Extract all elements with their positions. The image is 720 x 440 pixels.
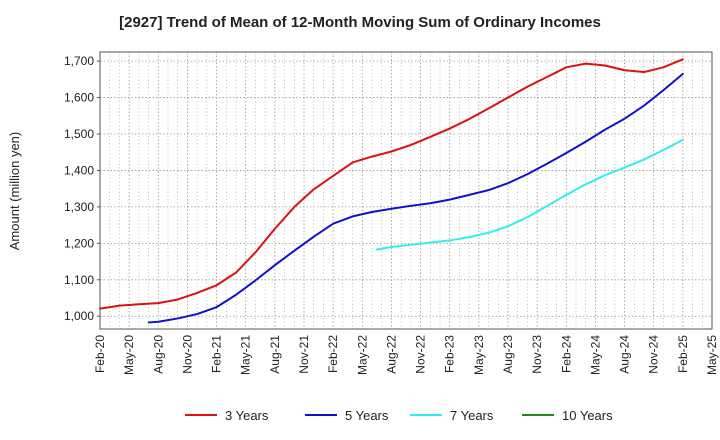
x-tick-label: May-25 — [705, 335, 719, 375]
y-tick-label: 1,300 — [64, 200, 94, 214]
x-tick-label: Nov-21 — [297, 335, 311, 374]
grid-layer — [99, 52, 713, 329]
y-tick-label: 1,600 — [64, 91, 94, 105]
x-tick-label: Aug-23 — [501, 335, 515, 374]
x-tick-label: Feb-21 — [210, 335, 224, 373]
x-tick-labels: Feb-20 May-20 Aug-20 Nov-20 Feb-21 May-21 Aug-… — [93, 335, 719, 375]
x-tick-label: Aug-20 — [151, 335, 165, 374]
series-line-3-years — [99, 58, 684, 310]
x-tick-label: May-23 — [472, 335, 486, 375]
x-tick-label: Feb-25 — [676, 335, 690, 373]
y-tick-label: 1,100 — [64, 273, 94, 287]
y-tick-label: 1,500 — [64, 127, 94, 141]
plot-background — [100, 52, 712, 329]
x-tick-label: Feb-23 — [443, 335, 457, 373]
series-line-5-years — [147, 72, 684, 324]
chart-title: [2927] Trend of Mean of 12-Month Moving … — [119, 14, 601, 31]
x-tick-label: Feb-20 — [93, 335, 107, 373]
x-tick-label: Aug-24 — [618, 335, 632, 374]
y-tick-label: 1,400 — [64, 163, 94, 177]
legend-label: 10 Years — [562, 408, 613, 423]
y-tick-label: 1,000 — [64, 309, 94, 323]
legend-label: 3 Years — [225, 408, 269, 423]
x-tick-label: Aug-22 — [384, 335, 398, 374]
x-tick-label: May-20 — [122, 335, 136, 375]
plot-frame — [99, 51, 713, 330]
x-tick-label: Nov-22 — [414, 335, 428, 374]
x-tick-label: Aug-21 — [268, 335, 282, 374]
series-line-7-years — [375, 138, 684, 251]
x-tick-label: Nov-23 — [530, 335, 544, 374]
y-axis-label: Amount (million yen) — [7, 132, 22, 251]
legend-label: 5 Years — [345, 408, 389, 423]
legend: 3 Years 5 Years 7 Years 10 Years — [185, 408, 613, 423]
x-tick-label: Feb-22 — [326, 335, 340, 373]
x-tick-label: Feb-24 — [559, 335, 573, 373]
y-tick-labels: 1,000 1,100 1,200 1,300 1,400 1,500 1,600 1,700 — [64, 54, 100, 323]
x-tick-label: Nov-20 — [180, 335, 194, 374]
x-tick-label: May-24 — [588, 335, 602, 375]
x-tick-label: May-21 — [239, 335, 253, 375]
x-tick-label: Nov-24 — [647, 335, 661, 374]
x-tick-label: May-22 — [355, 335, 369, 375]
y-tick-label: 1,200 — [64, 236, 94, 250]
legend-label: 7 Years — [450, 408, 494, 423]
y-tick-label: 1,700 — [64, 54, 94, 68]
series-layer — [99, 58, 684, 324]
